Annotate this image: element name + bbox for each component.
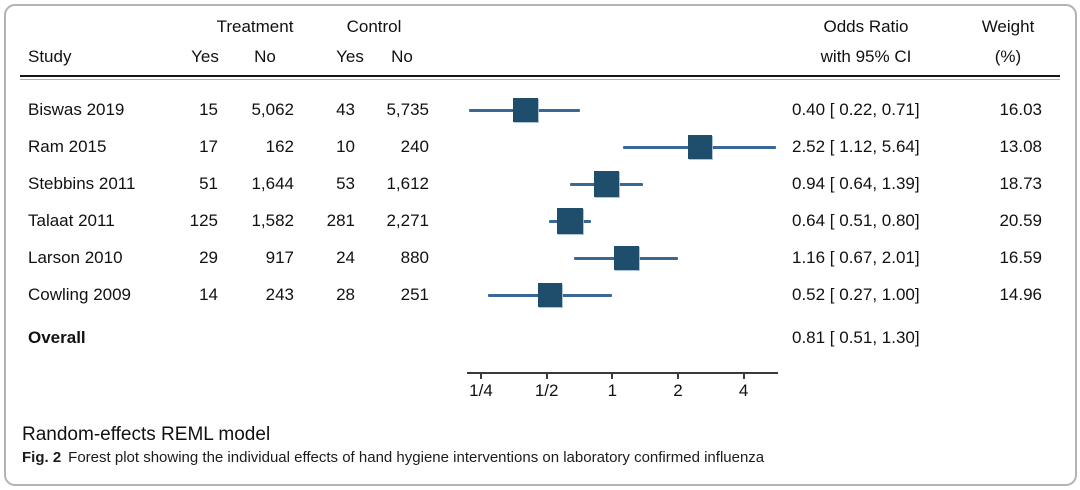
or-ci-cell: 0.94 [ 0.64, 1.39] [792, 174, 920, 193]
treatment-yes-header: Yes [191, 47, 219, 66]
axis-tick-label: 4 [738, 381, 749, 400]
or-marker [593, 171, 620, 197]
weight-cell: 16.59 [999, 248, 1042, 267]
or-ci-cell: 0.40 [ 0.22, 0.71] [792, 100, 920, 119]
count-cell: 5,062 [251, 100, 294, 119]
count-cell: 917 [265, 248, 294, 267]
count-cell: 51 [199, 174, 218, 193]
or-marker [513, 97, 538, 123]
axis-tick-label: 2 [673, 381, 683, 400]
count-cell: 29 [199, 248, 218, 267]
weight-header-line1: Weight [981, 17, 1035, 36]
axis-tick-label: 1/4 [469, 381, 493, 400]
study-label: Talaat 2011 [28, 211, 115, 230]
study-label: Larson 2010 [28, 248, 123, 267]
count-cell: 43 [336, 100, 355, 119]
study-label: Ram 2015 [28, 137, 107, 156]
treatment-group-header: Treatment [216, 17, 294, 36]
count-cell: 880 [400, 248, 429, 267]
odds-ratio-header-line1: Odds Ratio [823, 17, 909, 36]
study-column-header: Study [28, 47, 72, 66]
count-cell: 1,644 [251, 174, 294, 193]
or-marker [614, 245, 639, 271]
weight-cell: 14.96 [999, 285, 1042, 304]
count-cell: 243 [265, 285, 294, 304]
header-rule-shadow [20, 79, 1060, 80]
or-ci-cell: 0.52 [ 0.27, 1.00] [792, 285, 920, 304]
count-cell: 53 [336, 174, 355, 193]
axis-tick-label: 1 [607, 381, 618, 400]
weight-cell: 13.08 [999, 137, 1042, 156]
caption-label: Fig. 2 [22, 449, 62, 466]
axis-tick [676, 373, 679, 379]
count-cell: 15 [199, 100, 218, 119]
overall-label: Overall [28, 328, 86, 347]
treatment-no-header: No [254, 47, 276, 66]
study-label: Cowling 2009 [28, 285, 132, 304]
or-ci-cell: 0.64 [ 0.51, 0.80] [792, 211, 920, 230]
control-group-header: Control [346, 17, 402, 36]
count-cell: 162 [265, 137, 294, 156]
or-ci-cell: 2.52 [ 1.12, 5.64] [792, 137, 920, 156]
or-marker [688, 135, 712, 159]
or-ci-cell: 1.16 [ 0.67, 2.01] [792, 248, 920, 267]
count-cell: 1,582 [251, 211, 294, 230]
axis-tick [611, 373, 614, 379]
study-label: Stebbins 2011 [28, 174, 136, 193]
figure-caption: Fig. 2 Forest plot showing the individual… [22, 448, 1042, 468]
weight-cell: 18.73 [999, 174, 1042, 193]
count-cell: 14 [199, 285, 218, 304]
weight-header-line2: (%) [994, 47, 1022, 66]
count-cell: 1,612 [386, 174, 429, 193]
axis-tick [480, 373, 482, 379]
x-axis-line [467, 372, 778, 374]
weight-cell: 20.59 [999, 211, 1042, 230]
caption-text: Forest plot showing the individual effec… [68, 449, 765, 466]
count-cell: 2,271 [386, 211, 429, 230]
count-cell: 5,735 [386, 100, 429, 119]
odds-ratio-header-line2: with 95% CI [820, 47, 912, 66]
header-rule [20, 75, 1060, 77]
count-cell: 281 [326, 211, 355, 230]
control-yes-header: Yes [336, 47, 364, 66]
count-cell: 17 [199, 137, 218, 156]
overall-or-ci: 0.81 [ 0.51, 1.30] [792, 328, 920, 347]
count-cell: 28 [336, 285, 355, 304]
count-cell: 251 [400, 285, 429, 304]
control-no-header: No [391, 47, 413, 66]
count-cell: 10 [336, 137, 355, 156]
axis-tick [742, 373, 745, 379]
count-cell: 24 [336, 248, 355, 267]
study-label: Biswas 2019 [28, 100, 125, 119]
or-marker [557, 208, 583, 234]
or-marker [538, 282, 563, 308]
weight-cell: 16.03 [999, 100, 1042, 119]
count-cell: 240 [400, 137, 429, 156]
axis-tick [545, 373, 548, 379]
axis-tick-label: 1/2 [534, 381, 559, 400]
count-cell: 125 [189, 211, 218, 230]
model-note: Random-effects REML model [22, 424, 271, 445]
